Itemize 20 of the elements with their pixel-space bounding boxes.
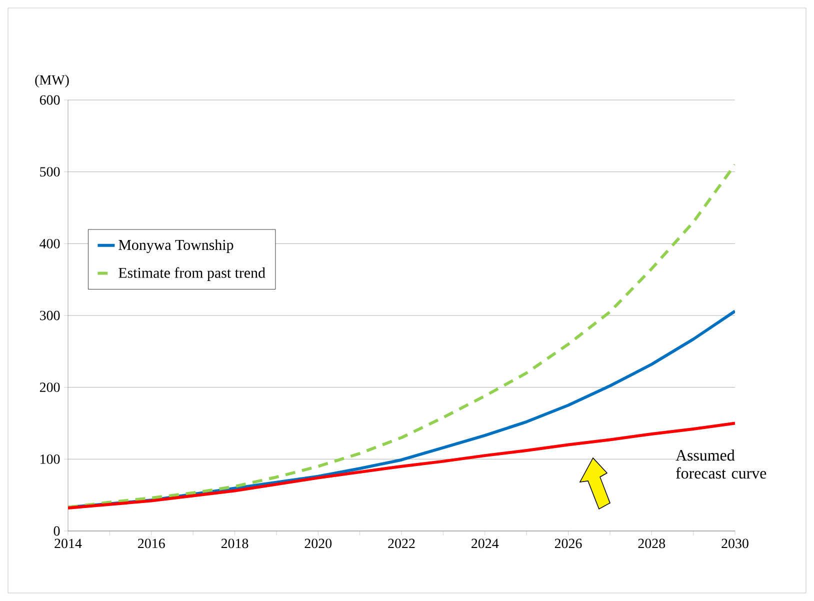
x-tick-label: 2020 [304, 538, 332, 548]
y-tick-label: 200 [40, 382, 60, 392]
y-tick-label: 600 [40, 95, 60, 105]
x-tick-label: 2022 [388, 538, 415, 548]
annotation: Assumed forecast curve [676, 450, 766, 479]
y-tick-label: 0 [54, 526, 60, 536]
y-tick-label: 400 [40, 238, 60, 248]
x-tick-label: 2018 [221, 538, 248, 548]
x-tick-label: 2024 [472, 538, 499, 548]
y-axis-title: (MW) [35, 74, 69, 88]
y-tick-label: 500 [40, 167, 60, 177]
x-tick-label: 2030 [722, 538, 748, 548]
x-tick-label: 2026 [554, 538, 582, 548]
legend-label: Monywa Township [118, 239, 234, 254]
legend-label: Estimate from past trend [118, 267, 266, 281]
y-tick-label: 300 [40, 310, 60, 320]
y-tick-label: 100 [40, 454, 60, 464]
x-tick-label: 2016 [138, 538, 165, 548]
x-tick-label: 2014 [54, 538, 82, 548]
x-tick-label: 2028 [638, 538, 666, 548]
